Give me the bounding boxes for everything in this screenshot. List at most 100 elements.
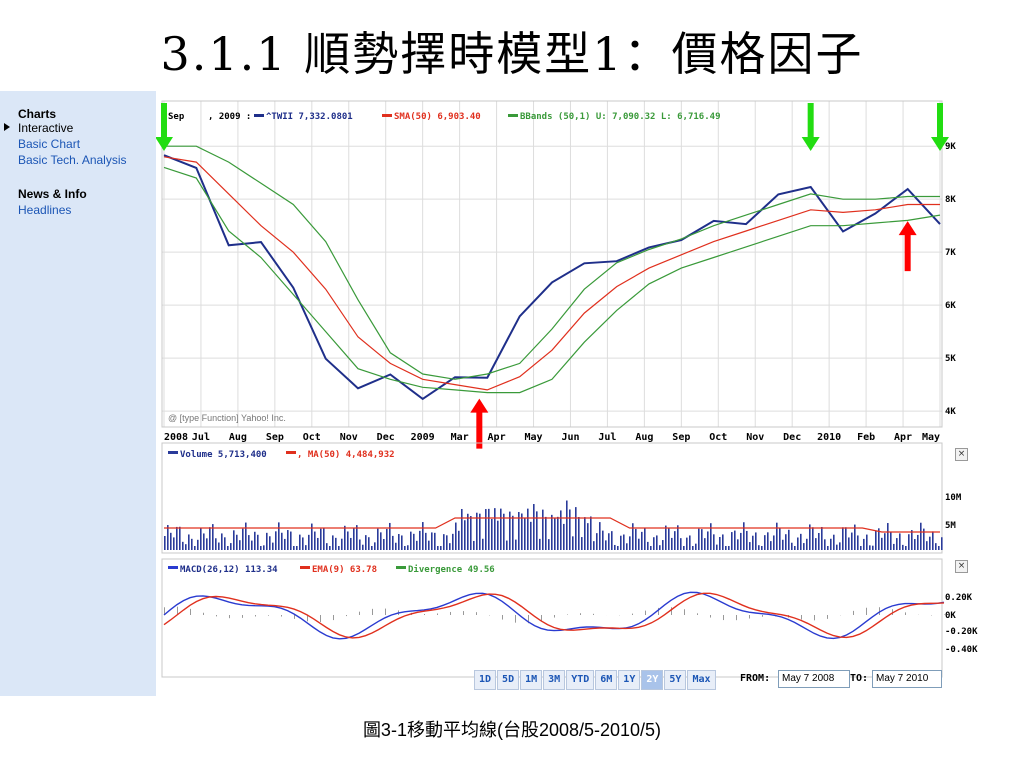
volume-bar	[317, 537, 319, 550]
price-x-tick: 2009	[411, 432, 435, 443]
figure-caption: 圖3-1移動平均線(台股2008/5-2010/5)	[362, 720, 662, 740]
sidebar-item-interactive[interactable]: Interactive	[18, 121, 74, 135]
volume-bar	[758, 545, 760, 550]
divergence-bar	[177, 606, 178, 615]
volume-bar	[353, 528, 355, 550]
divergence-bar	[476, 612, 477, 615]
volume-bar	[509, 511, 511, 550]
volume-bar	[497, 520, 499, 550]
range-button-5d[interactable]: 5D	[497, 670, 520, 690]
legend-volume: Volume 5,713,400	[180, 450, 267, 460]
volume-bar	[281, 532, 283, 550]
volume-bar	[332, 535, 334, 550]
volume-bar	[605, 540, 607, 550]
divergence-bar	[567, 614, 568, 615]
from-label: FROM:	[740, 673, 771, 684]
volume-bar	[368, 537, 370, 550]
macd-y-tick-3: -0.40K	[945, 645, 978, 655]
volume-bar	[380, 532, 382, 550]
volume-bar	[839, 542, 841, 550]
range-button-6m[interactable]: 6M	[595, 670, 618, 690]
sidebar-item-headlines[interactable]: Headlines	[18, 203, 72, 217]
price-x-tick: Aug	[229, 432, 247, 443]
volume-bar	[392, 535, 394, 550]
volume-bar	[635, 528, 637, 550]
range-button-2y[interactable]: 2Y	[641, 670, 664, 690]
volume-bar	[821, 526, 823, 550]
volume-bar	[335, 537, 337, 550]
volume-bar	[722, 534, 724, 550]
volume-bar	[374, 542, 376, 550]
price-x-tick: May	[524, 432, 542, 443]
volume-bar	[383, 538, 385, 550]
volume-bar	[263, 545, 265, 550]
volume-bar	[818, 533, 820, 550]
volume-bar	[653, 537, 655, 550]
sidebar-item-basic-chart[interactable]: Basic Chart	[18, 137, 81, 151]
divergence-bar	[736, 615, 737, 621]
volume-bar	[371, 546, 373, 550]
divergence-bar	[268, 615, 269, 616]
series-line-0	[163, 154, 941, 401]
volume-bar	[764, 535, 766, 550]
divergence-bar	[463, 611, 464, 615]
range-button-3m[interactable]: 3M	[543, 670, 566, 690]
volume-bar	[938, 546, 940, 550]
range-button-max[interactable]: Max	[687, 670, 716, 690]
volume-bar	[452, 533, 454, 550]
divergence-bar	[541, 615, 542, 622]
to-label: TO:	[850, 673, 869, 684]
volume-bar	[584, 517, 586, 550]
divergence-bar	[879, 607, 880, 615]
volume-bar	[683, 546, 685, 550]
volume-bar	[425, 532, 427, 550]
volume-bar	[728, 546, 730, 550]
range-button-1m[interactable]: 1M	[520, 670, 543, 690]
volume-close-button[interactable]: ×	[955, 448, 968, 461]
volume-bar	[701, 529, 703, 550]
legend-vol-ma: , MA(50) 4,484,932	[297, 450, 395, 460]
volume-bar	[581, 537, 583, 550]
divergence-bar	[281, 615, 282, 617]
volume-bar	[557, 516, 559, 550]
volume-bar	[623, 534, 625, 550]
macd-close-button[interactable]: ×	[955, 560, 968, 573]
range-button-1y[interactable]: 1Y	[618, 670, 641, 690]
volume-bar	[470, 516, 472, 550]
divergence-bar	[671, 607, 672, 615]
volume-bar	[833, 534, 835, 550]
volume-bar	[170, 532, 172, 550]
volume-bar	[917, 534, 919, 550]
volume-bar	[491, 518, 493, 550]
volume-bar	[428, 540, 430, 550]
legend-swatch-sma	[382, 114, 392, 117]
volume-bar	[716, 544, 718, 550]
volume-bar	[278, 522, 280, 550]
volume-bar	[935, 543, 937, 550]
volume-bar	[767, 532, 769, 550]
volume-bar	[602, 530, 604, 550]
series-line-3	[163, 166, 941, 394]
divergence-bar	[216, 615, 217, 617]
volume-bar	[203, 533, 205, 550]
divergence-bar	[515, 615, 516, 623]
price-x-tick: Oct	[303, 432, 321, 443]
volume-bar	[599, 522, 601, 550]
range-button-ytd[interactable]: YTD	[566, 670, 595, 690]
volume-bar	[611, 531, 613, 550]
volume-bar	[905, 546, 907, 550]
price-x-tick: May	[922, 432, 940, 443]
volume-bar	[179, 526, 181, 550]
to-date-input[interactable]: May 7 2010	[872, 670, 942, 688]
volume-bar	[590, 516, 592, 550]
volume-bar	[305, 545, 307, 550]
series-line-2	[164, 145, 940, 380]
sidebar-item-basic-tech-analysis[interactable]: Basic Tech. Analysis	[18, 153, 127, 167]
from-date-input[interactable]: May 7 2008	[778, 670, 850, 688]
volume-bar	[899, 533, 901, 550]
range-button-5y[interactable]: 5Y	[664, 670, 687, 690]
range-button-1d[interactable]: 1D	[474, 670, 497, 690]
volume-bar	[695, 543, 697, 550]
divergence-bar	[580, 613, 581, 615]
volume-bar	[296, 546, 298, 550]
